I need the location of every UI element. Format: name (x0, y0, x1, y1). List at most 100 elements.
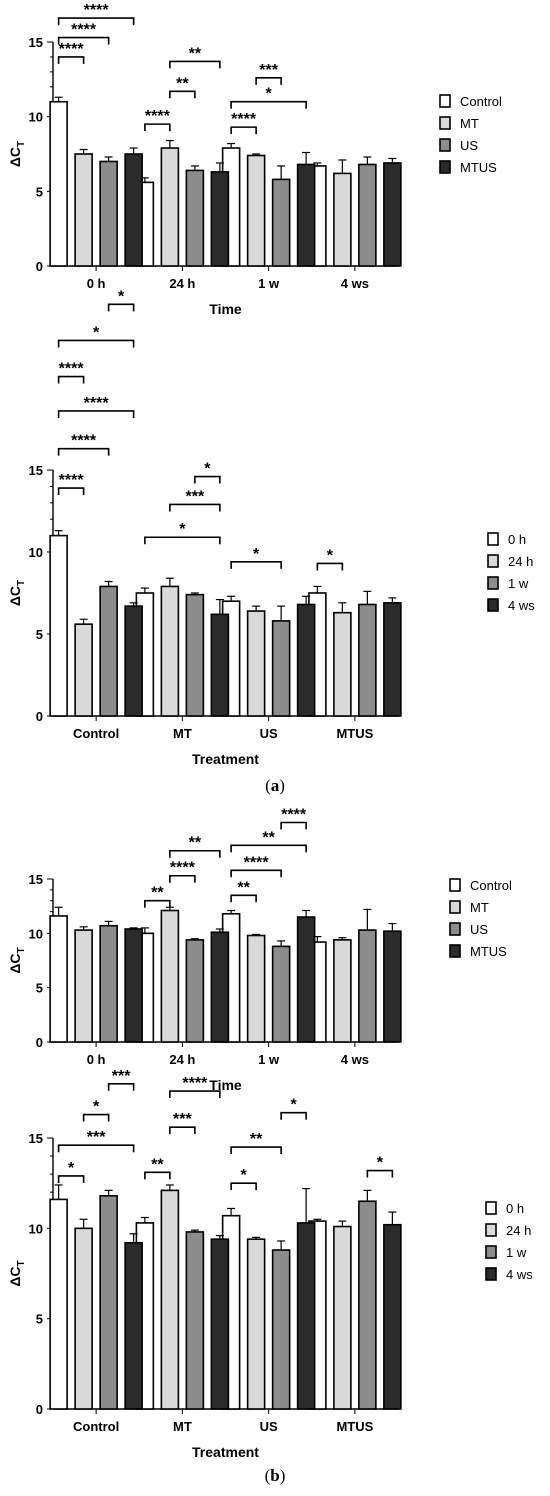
x-tick-label: Control (73, 726, 119, 741)
x-tick-label: 0 h (87, 1052, 106, 1067)
bar (185, 593, 205, 717)
significance-label: **** (71, 433, 97, 450)
significance-bracket (144, 123, 171, 132)
bar (124, 928, 143, 1043)
legend-label: 4 ws (506, 1267, 533, 1282)
significance-bracket (366, 1169, 394, 1178)
y-tick-label: 10 (29, 1221, 43, 1236)
bar (296, 916, 316, 1043)
significance-bracket (169, 90, 196, 99)
legend-label: Control (470, 878, 512, 893)
legend-label: Control (460, 94, 502, 109)
x-tick-label: 0 h (87, 276, 106, 291)
bar (383, 930, 402, 1043)
legend-swatch (439, 138, 451, 152)
legend-swatch (487, 554, 499, 568)
significance-label: * (266, 86, 273, 103)
significance-bracket (169, 1126, 196, 1135)
legend-swatch (449, 878, 461, 892)
x-tick-label: US (260, 726, 278, 741)
bar (296, 1222, 316, 1410)
significance-label: * (241, 1167, 248, 1184)
legend-label: 0 h (508, 532, 526, 547)
bar (185, 939, 205, 1043)
x-axis-label: Treatment (192, 751, 259, 767)
bar (210, 171, 230, 267)
y-tick-label: 10 (29, 110, 43, 125)
y-tick-label: 15 (29, 463, 43, 478)
significance-bracket (57, 410, 135, 418)
y-tick-label: 5 (36, 184, 43, 199)
bar (99, 585, 118, 717)
legend-swatch (449, 922, 461, 936)
legend-label: 24 h (508, 554, 533, 569)
legend-swatch (485, 1245, 497, 1259)
bar (271, 178, 291, 267)
significance-bracket (230, 126, 257, 135)
significance-bracket (57, 447, 110, 456)
significance-label: * (93, 324, 100, 341)
significance-bracket (107, 303, 135, 312)
significance-label: ** (189, 45, 202, 62)
legend-swatch (485, 1223, 497, 1237)
bar (49, 534, 68, 717)
bar (296, 603, 316, 717)
x-tick-label: 1 w (258, 1052, 280, 1067)
bar (74, 929, 93, 1043)
significance-bracket (230, 561, 282, 569)
significance-label: ** (151, 885, 164, 902)
bar (74, 153, 93, 267)
significance-bracket (57, 36, 110, 45)
significance-label: ** (250, 1131, 263, 1148)
significance-label: **** (84, 395, 110, 412)
significance-bracket (280, 821, 307, 830)
x-tick-label: 24 h (169, 1052, 195, 1067)
significance-label: **** (231, 111, 257, 128)
bar (333, 939, 352, 1043)
y-tick-label: 0 (36, 709, 43, 724)
bar (99, 1195, 118, 1410)
legend-label: MTUS (460, 160, 497, 175)
x-tick-label: MTUS (336, 1419, 373, 1434)
x-axis-label: Time (209, 301, 242, 317)
significance-label: * (68, 1160, 75, 1177)
significance-label: * (179, 521, 186, 538)
bar (333, 172, 352, 267)
bar (333, 1225, 352, 1410)
bar (296, 163, 316, 267)
significance-bracket (169, 60, 221, 69)
significance-bracket (230, 894, 257, 903)
y-tick-label: 15 (29, 872, 43, 887)
significance-bracket (230, 844, 307, 853)
significance-bracket (255, 77, 282, 85)
legend-label: MT (460, 116, 479, 131)
significance-label: ** (151, 1156, 164, 1173)
x-tick-label: 1 w (258, 276, 280, 291)
significance-bracket (57, 1175, 85, 1183)
y-tick-label: 10 (29, 926, 43, 941)
significance-bracket (169, 1090, 221, 1099)
bar (271, 945, 291, 1043)
y-tick-label: 0 (36, 1402, 43, 1417)
x-tick-label: MT (173, 1419, 192, 1434)
y-axis-label: ΔCT (7, 580, 27, 606)
y-tick-label: 0 (36, 259, 43, 274)
bar (210, 1238, 230, 1410)
legend-label: 1 w (506, 1245, 527, 1260)
bar (358, 163, 377, 267)
legend-swatch (439, 160, 451, 174)
bar (271, 620, 291, 717)
y-axis-label: ΔCT (7, 141, 27, 167)
bar (383, 1223, 402, 1410)
bar (358, 603, 377, 717)
legend-label: 1 w (508, 576, 529, 591)
bar (210, 613, 230, 717)
bar (49, 100, 68, 267)
y-tick-label: 5 (36, 627, 43, 642)
legend-swatch (449, 900, 461, 914)
bar (210, 931, 230, 1043)
bar (74, 623, 93, 717)
